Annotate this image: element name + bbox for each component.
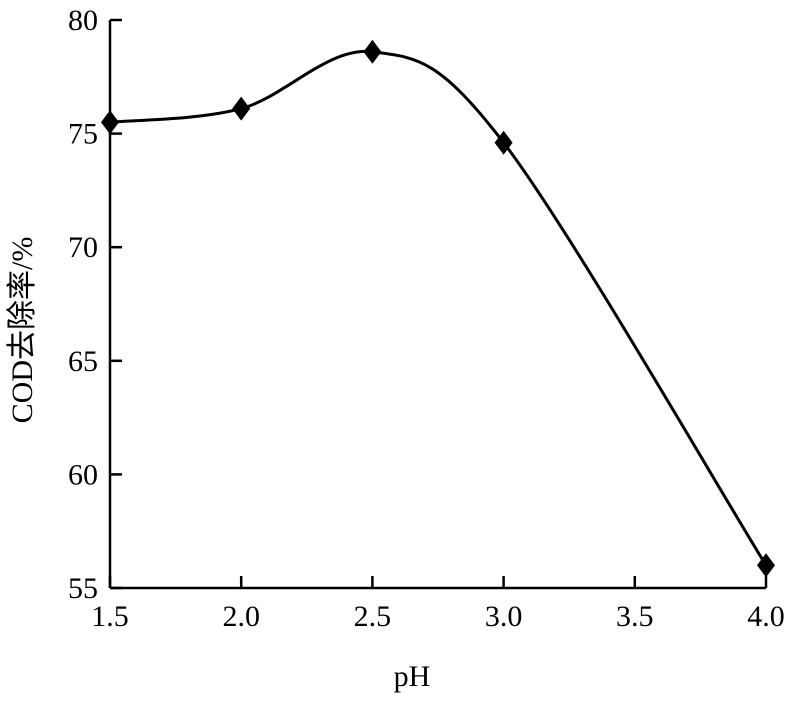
x-tick-label: 1.5 (91, 600, 129, 633)
data-point-marker (494, 130, 513, 155)
y-tick-label: 80 (68, 4, 98, 37)
y-tick-label: 70 (68, 231, 98, 264)
x-tick-label: 3.0 (485, 600, 523, 633)
data-point-marker (757, 553, 775, 578)
x-tick-label: 4.0 (747, 600, 785, 633)
y-ticks: 55 60 65 70 75 80 (68, 4, 122, 605)
x-axis-title: pH (394, 660, 431, 693)
x-tick-label: 2.5 (354, 600, 392, 633)
y-tick-label: 75 (68, 118, 98, 151)
y-axis: 55 60 65 70 75 80 (68, 4, 122, 605)
data-point-marker (363, 39, 382, 64)
y-tick-label: 55 (68, 572, 98, 605)
y-axis-title: COD去除率/% (6, 237, 39, 424)
x-tick-label: 3.5 (616, 600, 654, 633)
data-point-marker (232, 96, 251, 121)
series-markers (101, 39, 775, 578)
series-line (109, 49, 768, 567)
plot-area (101, 39, 775, 578)
x-axis: 1.5 2.0 2.5 3.0 3.5 4.0 (91, 576, 785, 633)
x-tick-label: 2.0 (222, 600, 260, 633)
y-tick-label: 60 (68, 458, 98, 491)
x-ticks: 1.5 2.0 2.5 3.0 3.5 4.0 (91, 576, 785, 633)
y-tick-label: 65 (68, 345, 98, 378)
